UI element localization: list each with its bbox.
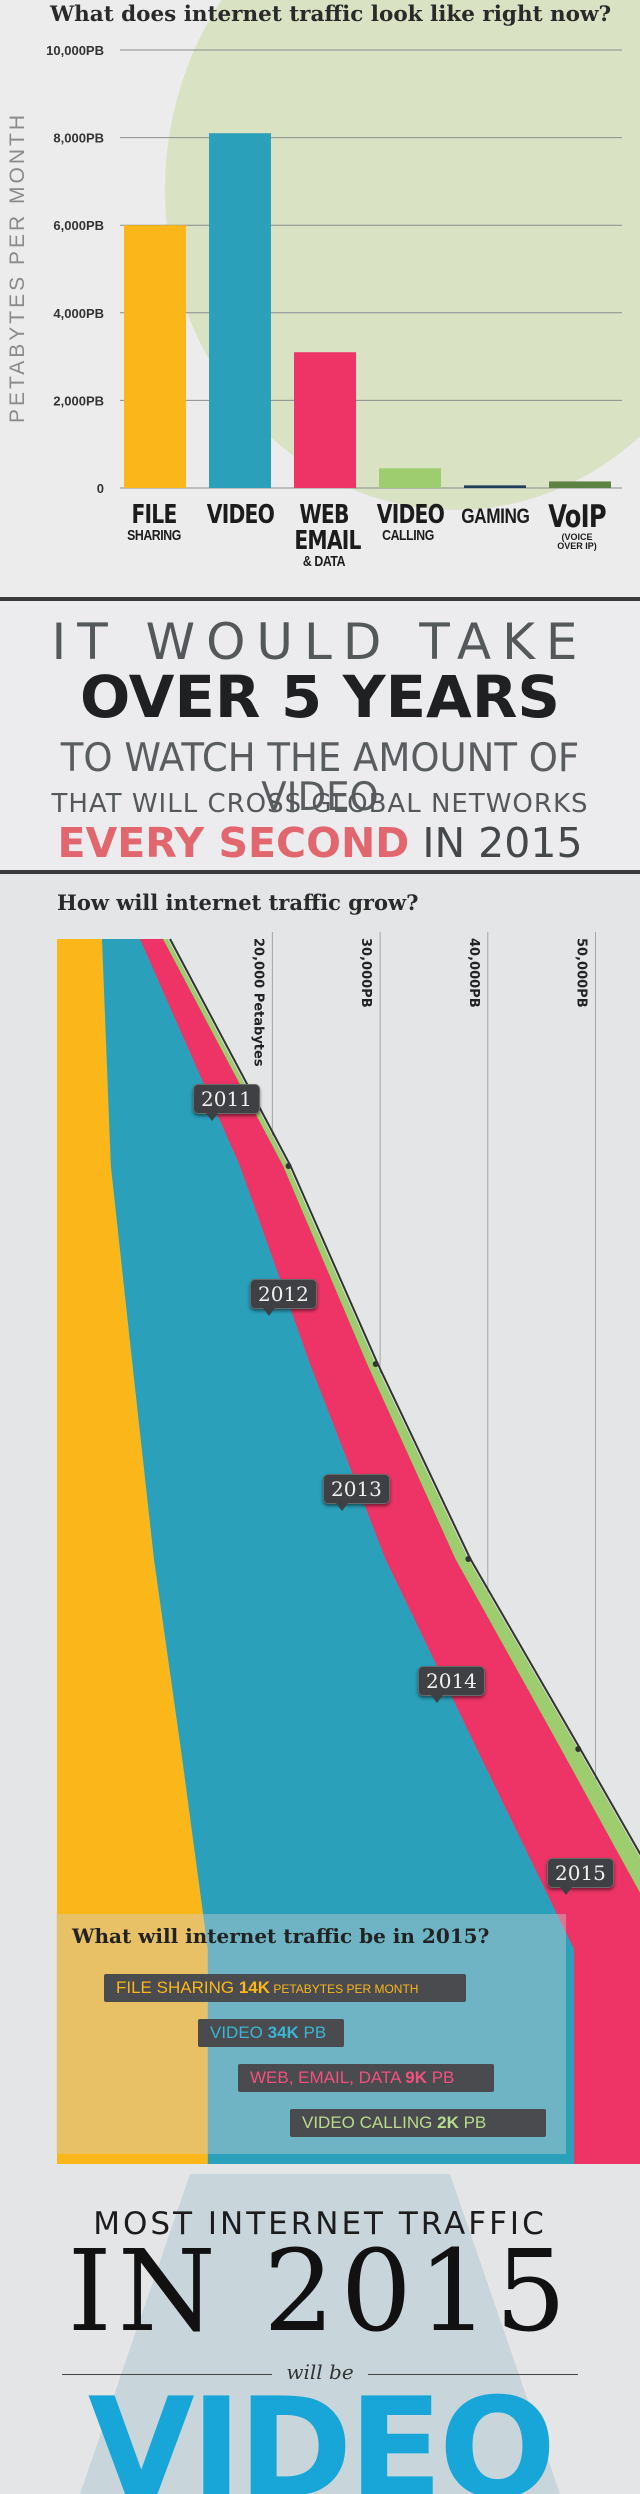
bar-video-calling (379, 468, 441, 488)
bar-chart: 0 2,000PB 4,000PB 6,000PB 8,000PB 10,000PB (46, 43, 622, 496)
banner-line-1: IT WOULD TAKE (51, 613, 589, 671)
pill-video: VIDEO 34K PB (198, 2019, 344, 2047)
year-badge-2014: 2014 (418, 1666, 485, 1703)
traffic-2015-box: What will internet traffic be in 2015? F… (0, 1914, 640, 2224)
year-marker (285, 1163, 292, 1169)
current-traffic-section: What does internet traffic look like rig… (0, 0, 640, 597)
bar-file-sharing (124, 225, 186, 488)
conclusion-video: VIDEO (87, 2368, 556, 2494)
category-label-web: WEB EMAIL & DATA (294, 500, 361, 570)
pill-web-email-data: WEB, EMAIL, DATA 9K PB (238, 2064, 494, 2092)
category-label-gaming: GAMING (461, 505, 530, 528)
category-label-video-calling: VIDEO CALLING (376, 500, 445, 544)
pill-file-sharing: FILE SHARING 14K PETABYTES PER MONTH (104, 1974, 466, 2002)
banner-every-second: EVERY SECOND (57, 819, 410, 867)
rule-left (62, 2374, 272, 2375)
year-badge-2013: 2013 (323, 1474, 390, 1511)
year-badge-2012: 2012 (250, 1279, 317, 1316)
x-tick-label: 30,000PB (358, 938, 373, 1008)
category-label-file-sharing: FILE SHARING (127, 500, 181, 544)
conclusion-line-2: IN 2015 (67, 2227, 573, 2357)
bar-chart-title: What does internet traffic look like rig… (50, 2, 612, 27)
year-marker (372, 1361, 379, 1367)
rule-right (368, 2374, 578, 2375)
spotlight-cone (80, 2174, 560, 2494)
bar-web-email-data (294, 352, 356, 488)
box-title: What will internet traffic be in 2015? (72, 1924, 490, 1948)
total-edge-line (169, 938, 640, 1856)
y-tick-label: 0 (97, 481, 104, 496)
y-tick-label: 4,000PB (53, 306, 104, 321)
conclusion-line-3: will be (286, 2360, 354, 2384)
conclusion-line-1: MOST INTERNET TRAFFIC (93, 2206, 547, 2242)
year-marker (465, 1556, 472, 1562)
bar-voip-voice-over-ip (549, 481, 611, 488)
traffic-growth-section: 20,000 Petabytes 30,000PB 40,000PB 50,000PB… (0, 874, 640, 2494)
banner-in-2015: IN 2015 (422, 819, 583, 867)
banner-line-5: EVERY SECOND IN 2015 (0, 823, 640, 864)
banner-line-3: TO WATCH THE AMOUNT OF VIDEO (60, 736, 580, 820)
category-label-video: VIDEO (206, 500, 275, 530)
bar-video (209, 133, 271, 488)
y-tick-label: 10,000PB (46, 43, 104, 58)
year-badge-2011: 2011 (193, 1084, 260, 1121)
x-tick-label: 50,000PB (574, 938, 589, 1008)
year-badge-2015: 2015 (547, 1858, 614, 1895)
banner-line-4: THAT WILL CROSS GLOBAL NETWORKS (51, 789, 589, 819)
video-banner: IT WOULD TAKE OVER 5 YEARS TO WATCH THE … (0, 597, 640, 874)
bar-gaming (464, 485, 526, 488)
conclusion: MOST INTERNET TRAFFIC IN 2015 will be VI… (0, 2174, 640, 2494)
category-label-voip: VoIP (VOICE OVER IP) (548, 499, 606, 551)
banner-line-2: OVER 5 YEARS (79, 663, 561, 731)
pill-video-calling: VIDEO CALLING 2K PB (290, 2109, 546, 2137)
x-tick-label: 40,000PB (466, 938, 481, 1008)
year-marker (575, 1746, 582, 1752)
area-file-sharing (57, 939, 208, 2164)
y-tick-label: 2,000PB (53, 393, 104, 408)
y-tick-label: 8,000PB (53, 131, 104, 146)
growth-chart-title: How will internet traffic grow? (57, 890, 419, 915)
growth-chart: 20,000 Petabytes 30,000PB 40,000PB 50,000PB… (57, 932, 640, 2164)
x-tick-label: 20,000 Petabytes (250, 938, 265, 1067)
y-tick-label: 6,000PB (53, 218, 104, 233)
